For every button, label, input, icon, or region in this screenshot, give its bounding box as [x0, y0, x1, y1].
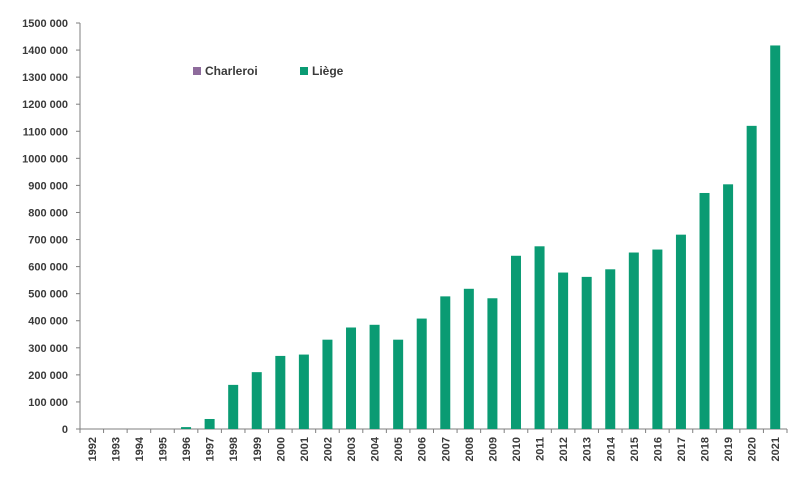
bar-li-ge-2018 [699, 192, 710, 429]
y-tick-label: 1400 000 [22, 45, 68, 57]
x-tick-label: 2014 [605, 436, 617, 461]
x-tick-label: 2012 [558, 437, 570, 461]
x-tick-label: 1992 [87, 437, 99, 461]
y-tick-label: 100 000 [28, 397, 68, 409]
bar-li-ge-2015 [628, 252, 639, 429]
bar-li-ge-1996 [181, 427, 192, 429]
x-tick-label: 2008 [464, 437, 476, 461]
bars [181, 45, 781, 429]
y-tick-label: 800 000 [28, 207, 68, 219]
legend-swatch [193, 67, 201, 75]
x-tick-label: 2007 [440, 437, 452, 461]
x-tick-label: 2005 [393, 437, 405, 461]
y-tick-label: 400 000 [28, 316, 68, 328]
x-tick-label: 2009 [487, 437, 499, 461]
bar-li-ge-2010 [510, 255, 521, 429]
bar-li-ge-2012 [558, 272, 569, 429]
y-tick-label: 1100 000 [23, 126, 68, 138]
y-tick-label: 0 [62, 424, 68, 436]
x-tick-label: 2011 [535, 437, 547, 461]
legend-label: Charleroi [205, 64, 258, 78]
x-tick-label: 1993 [110, 437, 122, 461]
bar-li-ge-2004 [369, 324, 380, 429]
x-tick-label: 1998 [228, 437, 240, 461]
bar-li-ge-2006 [416, 318, 427, 429]
x-tick-label: 2019 [723, 437, 735, 461]
bar-li-ge-2002 [322, 339, 333, 429]
x-axis-labels: 1992 1993 1994 1995 1996 1997 1998 1999 2000 2001… [87, 436, 782, 461]
bar-li-ge-2008 [463, 288, 474, 429]
x-tick-label: 1996 [181, 437, 193, 461]
x-tick-label: 2013 [582, 437, 594, 461]
bar-li-ge-1998 [228, 384, 239, 429]
bar-li-ge-2000 [275, 355, 286, 429]
x-tick-label: 2001 [299, 437, 311, 461]
x-tick-label: 1994 [134, 436, 146, 461]
bar-li-ge-2009 [487, 298, 498, 429]
y-tick-label: 1000 000 [22, 153, 68, 165]
x-tick-label: 2015 [629, 437, 641, 461]
x-tick-label: 2016 [652, 437, 664, 461]
x-tick-label: 2021 [770, 437, 782, 461]
bar-li-ge-2014 [605, 269, 616, 429]
x-tick-label: 2002 [322, 437, 334, 461]
legend-label: Liège [312, 64, 344, 78]
bar-li-ge-2016 [652, 249, 663, 429]
x-tick-label: 2020 [747, 437, 759, 461]
legend-swatch [300, 67, 308, 75]
x-tick-label: 2004 [370, 436, 382, 461]
x-tick-label: 1999 [252, 437, 264, 461]
legend: Charleroi Liège [193, 64, 344, 78]
bar-li-ge-2007 [440, 296, 451, 429]
x-tick-label: 2003 [346, 437, 358, 461]
axes [76, 22, 788, 433]
y-tick-label: 300 000 [28, 343, 68, 355]
bar-li-ge-2005 [393, 339, 404, 429]
bar-li-ge-2013 [581, 276, 592, 429]
y-tick-label: 200 000 [28, 370, 68, 382]
y-tick-label: 1500 000 [22, 18, 68, 30]
x-tick-label: 1997 [205, 437, 217, 461]
bar-li-ge-1997 [204, 418, 215, 429]
bar-li-ge-2017 [675, 234, 686, 429]
x-tick-label: 2006 [417, 437, 429, 461]
y-tick-label: 1300 000 [22, 72, 68, 84]
x-tick-label: 1995 [157, 437, 169, 461]
y-tick-label: 600 000 [28, 262, 68, 274]
x-tick-label: 2018 [700, 437, 712, 461]
bar-li-ge-1999 [251, 372, 262, 429]
y-tick-label: 500 000 [28, 289, 68, 301]
y-tick-label: 1200 000 [22, 99, 68, 111]
x-tick-label: 2010 [511, 437, 523, 461]
y-tick-label: 700 000 [28, 235, 68, 247]
bar-li-ge-2001 [298, 354, 309, 429]
x-tick-label: 2000 [275, 437, 287, 461]
y-axis-labels: 0 100 000 200 000 300 000 400 000 500 000 600 … [22, 18, 68, 436]
bar-li-ge-2020 [746, 125, 757, 429]
y-tick-label: 900 000 [28, 180, 68, 192]
x-tick-label: 2017 [676, 437, 688, 461]
bar-li-ge-2021 [770, 45, 781, 429]
bar-li-ge-2003 [346, 327, 357, 429]
bar-li-ge-2019 [723, 184, 734, 429]
bar-li-ge-2011 [534, 246, 545, 429]
